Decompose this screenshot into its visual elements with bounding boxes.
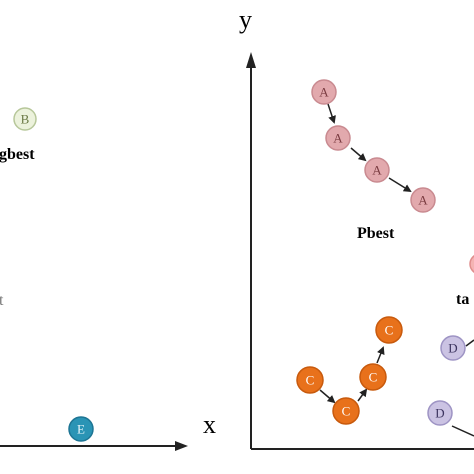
arrow-d1-out [465, 339, 474, 347]
left-x-axis-arrowhead [175, 441, 188, 451]
node-a1-letter: A [319, 85, 329, 100]
node-a3-letter: A [372, 163, 382, 178]
node-c4-circle [375, 316, 403, 344]
node-a2-letter: A [333, 131, 343, 146]
node-a4-circle [410, 187, 436, 213]
node-c4-letter: C [385, 323, 394, 338]
node-b-letter: B [21, 112, 30, 127]
node-e: E [68, 416, 94, 442]
right-y-axis-label: y [239, 5, 252, 34]
right-panel: y A A A A Pbest ta [239, 5, 474, 450]
left-partial-text: t [0, 292, 4, 309]
node-a1-circle [311, 79, 337, 105]
node-a4-letter: A [418, 193, 428, 208]
node-d1-letter: D [448, 341, 457, 356]
node-c4: C [375, 316, 403, 344]
left-panel: x B gbest t E [0, 107, 216, 451]
node-a3: A [364, 157, 390, 183]
node-d1-circle [440, 335, 466, 361]
node-a2: A [325, 125, 351, 151]
node-e-circle [68, 416, 94, 442]
pbest-label: Pbest [357, 225, 395, 242]
node-a4: A [410, 187, 436, 213]
arrow-c1-c2 [319, 389, 336, 404]
node-c3-letter: C [369, 370, 378, 385]
right-partial-text: ta [456, 291, 469, 308]
node-d2-letter: D [435, 406, 444, 421]
gbest-label: gbest [0, 146, 35, 163]
node-e-letter: E [77, 422, 85, 437]
arrow-a3-a4 [388, 177, 412, 193]
left-x-axis-label: x [203, 410, 216, 439]
arrow-a2-a3 [350, 147, 367, 162]
node-c3: C [359, 363, 387, 391]
node-b-circle [13, 107, 37, 131]
node-c1-circle [296, 366, 324, 394]
node-a3-circle [364, 157, 390, 183]
node-c1-letter: C [306, 373, 315, 388]
partial-node-right [469, 255, 474, 273]
arrow-d2-out [451, 425, 474, 437]
node-c2: C [332, 397, 360, 425]
arrow-c2-c3 [357, 388, 368, 402]
arrow-c3-c4 [376, 346, 385, 364]
node-d2-circle [427, 400, 453, 426]
right-y-axis-arrowhead [246, 52, 256, 68]
node-c3-circle [359, 363, 387, 391]
node-b: B [13, 107, 37, 131]
arrow-a1-a2 [327, 103, 336, 124]
node-a1: A [311, 79, 337, 105]
node-d2: D [427, 400, 453, 426]
node-c1: C [296, 366, 324, 394]
node-d1: D [440, 335, 466, 361]
node-c2-circle [332, 397, 360, 425]
node-c2-letter: C [342, 404, 351, 419]
node-a2-circle [325, 125, 351, 151]
